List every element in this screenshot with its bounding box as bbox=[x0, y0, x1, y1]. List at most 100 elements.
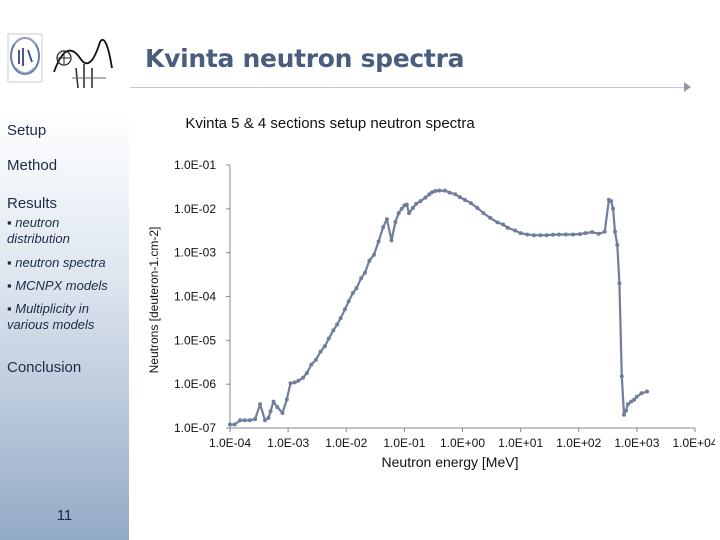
data-point bbox=[288, 381, 293, 386]
data-point bbox=[253, 417, 258, 422]
data-point bbox=[538, 233, 543, 238]
data-point bbox=[238, 418, 243, 423]
x-tick-label: 1.0E+02 bbox=[556, 436, 601, 450]
data-point bbox=[331, 328, 336, 333]
sidebar-item-conclusion[interactable]: Conclusion bbox=[7, 359, 82, 376]
data-point bbox=[393, 220, 398, 224]
data-point bbox=[596, 231, 601, 236]
data-point bbox=[645, 389, 650, 394]
y-tick-label: 1.0E-05 bbox=[174, 333, 216, 347]
data-point bbox=[284, 397, 289, 402]
sidebar: Setup Method Results ▪ neutron distribut… bbox=[0, 108, 129, 540]
data-point bbox=[322, 344, 327, 349]
data-point bbox=[381, 225, 386, 230]
sidebar-item-results[interactable]: Results bbox=[7, 195, 58, 212]
y-axis-label: Neutrons [deuteron-1.cm-2] bbox=[147, 227, 161, 374]
data-point bbox=[462, 197, 467, 202]
sidebar-item-method[interactable]: Method bbox=[7, 157, 58, 174]
data-point bbox=[501, 222, 506, 227]
data-point bbox=[228, 422, 232, 427]
data-point bbox=[301, 375, 305, 380]
title-rule-arrow bbox=[684, 82, 691, 92]
sidebar-subitem-neutron-distribution[interactable]: ▪ neutron distribution bbox=[7, 215, 70, 246]
data-point bbox=[571, 232, 576, 237]
data-point bbox=[505, 225, 510, 230]
data-point bbox=[242, 418, 247, 423]
title-rule bbox=[130, 87, 686, 88]
data-point bbox=[376, 239, 381, 244]
data-point bbox=[602, 229, 607, 234]
y-tick-label: 1.0E-01 bbox=[174, 158, 216, 172]
data-point bbox=[495, 220, 500, 225]
data-point bbox=[346, 299, 351, 304]
data-point bbox=[384, 217, 389, 222]
x-tick-label: 1.0E-03 bbox=[267, 436, 309, 450]
neutron-spectrum-chart: Kvinta 5 & 4 sections setup neutron spec… bbox=[147, 115, 715, 470]
x-axis-label: Neutron energy [MeV] bbox=[382, 454, 519, 470]
data-point bbox=[578, 232, 582, 237]
data-point bbox=[271, 399, 276, 404]
data-point bbox=[266, 415, 271, 420]
data-point bbox=[318, 349, 323, 354]
data-point bbox=[639, 391, 644, 396]
data-point bbox=[611, 206, 616, 211]
page-number: 11 bbox=[56, 507, 73, 524]
sidebar-subitem-neutron-spectra[interactable]: ▪ neutron spectra bbox=[7, 255, 106, 270]
data-point bbox=[396, 211, 401, 216]
data-point bbox=[418, 199, 423, 204]
sidebar-subitem-label: Multiplicity in various models bbox=[7, 301, 95, 332]
data-point bbox=[232, 422, 237, 427]
data-point bbox=[433, 189, 438, 193]
x-tick-label: 1.0E+01 bbox=[498, 436, 543, 450]
y-tick-label: 1.0E-04 bbox=[174, 290, 216, 304]
data-point bbox=[350, 291, 355, 295]
data-point bbox=[557, 232, 562, 237]
right-logo bbox=[50, 30, 116, 94]
data-point bbox=[488, 215, 493, 220]
data-point bbox=[513, 228, 517, 233]
data-point bbox=[629, 399, 634, 404]
data-point bbox=[296, 378, 301, 383]
x-tick-label: 1.0E+03 bbox=[614, 436, 659, 450]
x-tick-label: 1.0E-02 bbox=[325, 436, 367, 450]
data-point bbox=[563, 232, 568, 237]
data-point bbox=[268, 409, 273, 414]
series-points bbox=[228, 188, 650, 427]
data-point bbox=[338, 316, 343, 321]
data-point bbox=[583, 231, 588, 236]
data-point bbox=[475, 205, 480, 210]
data-point bbox=[609, 199, 614, 204]
chart-title: Kvinta 5 & 4 sections setup neutron spec… bbox=[185, 115, 475, 132]
x-tick-label: 1.0E+00 bbox=[440, 436, 485, 450]
x-tick-label: 1.0E+04 bbox=[672, 436, 715, 450]
x-tick-labels: 1.0E-04 1.0E-03 1.0E-02 1.0E-01 1.0E+00 1.0E+… bbox=[209, 428, 715, 450]
data-point bbox=[275, 405, 280, 410]
data-point bbox=[263, 418, 267, 423]
sidebar-subitem-mcnpx-models[interactable]: ▪ MCNPX models bbox=[7, 278, 108, 293]
data-point bbox=[354, 286, 359, 291]
data-point bbox=[343, 307, 347, 312]
sidebar-item-setup[interactable]: Setup bbox=[7, 122, 47, 139]
x-tick-label: 1.0E-04 bbox=[209, 436, 251, 450]
data-point bbox=[258, 402, 263, 407]
data-point bbox=[359, 276, 364, 281]
data-point bbox=[407, 211, 411, 216]
sidebar-subitem-label: neutron spectra bbox=[15, 255, 106, 270]
data-point bbox=[280, 411, 285, 415]
data-point bbox=[617, 281, 622, 286]
data-point bbox=[372, 252, 376, 257]
data-point bbox=[613, 229, 617, 234]
sidebar-subitem-multiplicity[interactable]: ▪ Multiplicity in various models bbox=[7, 301, 95, 332]
data-point bbox=[399, 206, 404, 211]
data-point bbox=[625, 402, 630, 407]
sidebar-subitem-label: neutron distribution bbox=[7, 215, 70, 246]
data-point bbox=[469, 201, 473, 206]
data-point bbox=[481, 211, 486, 216]
data-point bbox=[437, 188, 442, 193]
data-point bbox=[622, 412, 626, 417]
data-point bbox=[313, 357, 318, 362]
data-point bbox=[518, 231, 523, 236]
y-tick-labels: 1.0E-07 1.0E-06 1.0E-05 1.0E-04 1.0E-03 1.0E-… bbox=[174, 158, 230, 435]
data-point bbox=[551, 232, 555, 237]
data-point bbox=[304, 371, 309, 375]
